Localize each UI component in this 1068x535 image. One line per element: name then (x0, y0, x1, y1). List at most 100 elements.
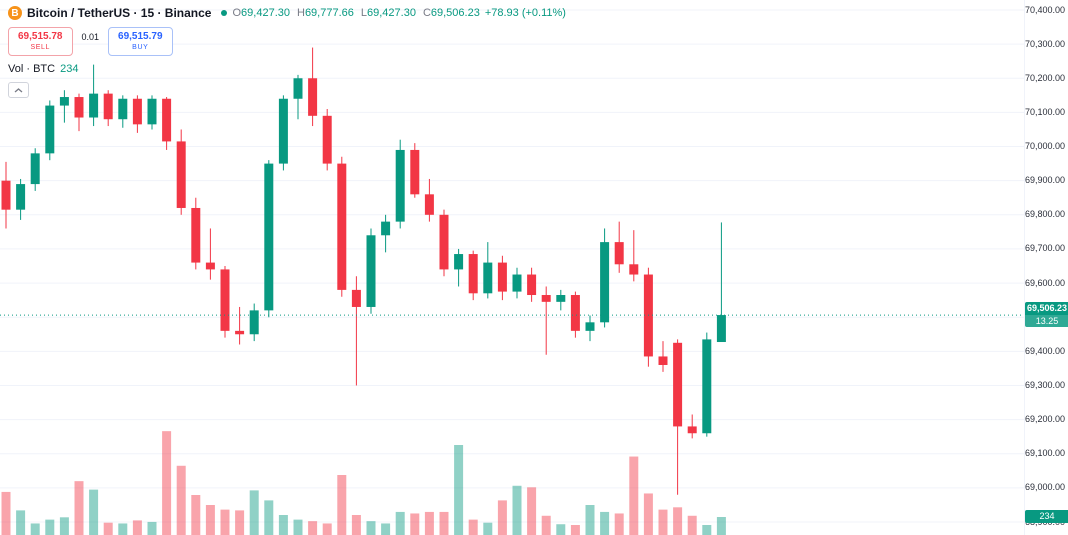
spread-value: 0.01 (81, 32, 100, 42)
volume-bar (600, 511, 610, 535)
candle-body (395, 149, 405, 222)
volume-bar (702, 525, 712, 535)
candle-body (687, 426, 697, 434)
candle-body (468, 254, 478, 294)
volume-bar (629, 456, 639, 535)
volume-bar (59, 517, 69, 535)
volume-bar (424, 511, 434, 535)
collapse-legend-button[interactable] (8, 82, 29, 98)
ohlc-high: H69,777.66 (296, 7, 354, 19)
volume-bar (716, 517, 726, 535)
chevron-up-icon (14, 87, 23, 92)
candle-body (45, 105, 55, 154)
volume-bar (366, 521, 376, 535)
buy-price: 69,515.79 (118, 31, 163, 42)
volume-bar (220, 509, 230, 535)
volume-bar (1, 491, 11, 535)
candle-body (673, 342, 683, 427)
volume-bar (687, 515, 697, 535)
candle-body (264, 163, 274, 311)
candle-body (439, 214, 449, 270)
volume-bar (337, 475, 347, 535)
candle-body (351, 289, 361, 307)
volume-bar (147, 521, 157, 535)
last-price-badge: 69,506.23 13.25 (1025, 302, 1068, 328)
candle-body (337, 163, 347, 290)
candle-body (716, 315, 726, 343)
volume-bar (162, 431, 172, 535)
volume-bar (439, 511, 449, 535)
buy-label: BUY (132, 44, 149, 51)
candle-body (527, 274, 537, 296)
volume-legend-row[interactable]: Vol · BTC 234 (8, 63, 566, 75)
volume-bar (89, 489, 99, 535)
candle-body (702, 339, 712, 434)
volume-bar (322, 523, 332, 535)
volume-bar (264, 500, 274, 535)
volume-legend-label: Vol · BTC (8, 63, 56, 75)
candle-body (205, 262, 215, 270)
last-price-value: 69,506.23 (1026, 303, 1068, 314)
volume-bar (74, 481, 84, 535)
volume-bar (381, 523, 391, 535)
candle-body (59, 97, 69, 106)
volume-bar (118, 523, 128, 535)
buy-button[interactable]: 69,515.79 BUY (108, 27, 173, 56)
volume-badge: 234 (1025, 510, 1068, 523)
candle-body (30, 153, 40, 185)
candlestick-chart-canvas[interactable] (0, 0, 1024, 535)
candle-body (249, 310, 259, 335)
candle-body (600, 242, 610, 323)
volume-bar (235, 510, 245, 535)
candle-body (103, 93, 113, 120)
candle-body (512, 274, 522, 292)
candle-body (278, 98, 288, 164)
volume-bar (176, 465, 186, 535)
candle-body (556, 295, 566, 302)
volume-bar (293, 519, 303, 535)
candle-body (1, 180, 11, 210)
candle-body (629, 264, 639, 275)
price-axis[interactable]: 70,400.00 70,300.00 70,200.00 70,100.00 70,0… (1024, 0, 1068, 535)
candle-body (16, 184, 26, 210)
price-tick-label: 69,600.00 (1024, 277, 1065, 288)
price-tick-label: 70,000.00 (1024, 141, 1065, 152)
volume-bar (132, 520, 142, 535)
candle-body (176, 141, 186, 208)
price-tick-label: 69,900.00 (1024, 175, 1065, 186)
market-status-dot-icon (221, 10, 228, 16)
chart-legend: B Bitcoin / TetherUS · 15 · Binance O69,… (8, 6, 566, 98)
candle-body (410, 149, 420, 195)
price-tick-label: 70,100.00 (1024, 106, 1065, 117)
price-tick-label: 69,200.00 (1024, 414, 1065, 425)
volume-bar (351, 515, 361, 535)
candle-body (191, 207, 201, 263)
candle-body (381, 221, 391, 236)
candle-body (293, 78, 303, 99)
price-tick-label: 69,000.00 (1024, 482, 1065, 493)
ohlc-low: L69,427.30 (360, 7, 416, 19)
symbol-row: B Bitcoin / TetherUS · 15 · Binance O69,… (8, 6, 566, 20)
candle-body (454, 254, 464, 270)
volume-bar (570, 525, 580, 535)
candle-body (322, 115, 332, 164)
price-tick-label: 69,100.00 (1024, 448, 1065, 459)
volume-bar (16, 510, 26, 535)
volume-bar (585, 505, 595, 535)
candle-body (366, 235, 376, 307)
volume-bar (278, 515, 288, 535)
candle-body (658, 356, 668, 365)
price-tick-label: 69,800.00 (1024, 209, 1065, 220)
volume-bar (527, 487, 537, 535)
candle-body (147, 98, 157, 125)
candle-body (132, 98, 142, 125)
volume-bar (103, 522, 113, 535)
ohlc-close: C69,506.23 (422, 7, 480, 19)
sell-label: SELL (30, 44, 51, 51)
sell-button[interactable]: 69,515.78 SELL (8, 27, 73, 56)
symbol-title[interactable]: Bitcoin / TetherUS · 15 · Binance (27, 6, 212, 20)
candle-body (235, 330, 245, 335)
price-tick-label: 70,200.00 (1024, 72, 1065, 83)
candle-body (614, 242, 624, 265)
candle-body (308, 78, 318, 116)
